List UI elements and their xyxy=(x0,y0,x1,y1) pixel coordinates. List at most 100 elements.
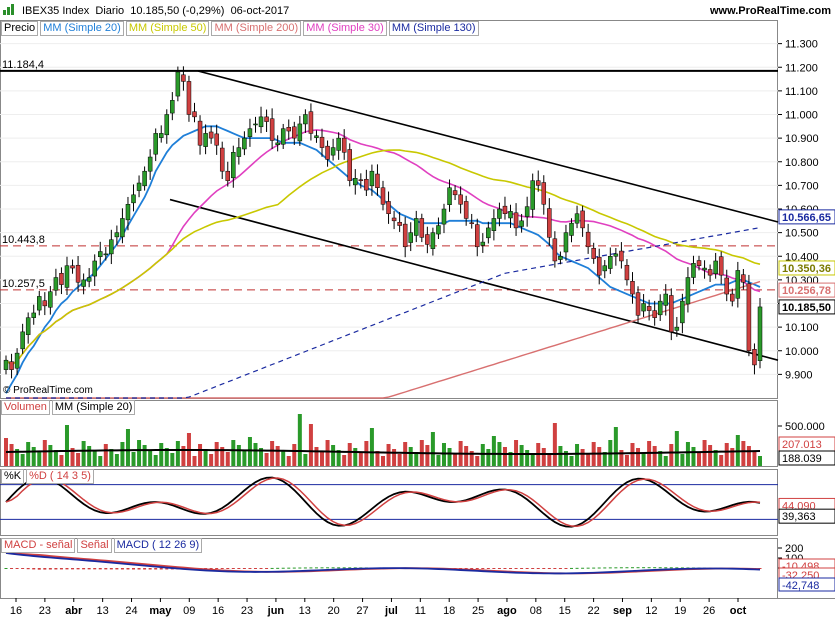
candle-body xyxy=(147,156,153,172)
macd-histogram-bar xyxy=(209,568,213,570)
reference-line-label: 11.184,4 xyxy=(2,59,44,71)
macd-histogram-bar xyxy=(625,567,629,569)
macd-histogram-bar xyxy=(120,568,124,570)
candle-body xyxy=(480,241,486,246)
candle-body xyxy=(247,128,253,137)
candle-body xyxy=(275,142,280,145)
candle-body xyxy=(158,133,164,138)
volume-bar xyxy=(231,440,236,466)
volume-bar xyxy=(758,456,762,466)
price-legend-item[interactable]: MM (Simple 30) xyxy=(303,21,387,36)
candle-body xyxy=(414,218,419,236)
price-legend-item[interactable]: MM (Simple 200) xyxy=(211,21,302,36)
macd-histogram-bar xyxy=(647,567,651,569)
macd-histogram-bar xyxy=(115,568,119,570)
price-legend-item[interactable]: MM (Simple 130) xyxy=(388,21,479,36)
candle-body xyxy=(319,136,325,148)
price-tick-label: 10.000 xyxy=(785,346,819,358)
candle-body xyxy=(602,265,608,272)
sma20-line xyxy=(5,125,761,394)
volume-bar xyxy=(148,450,153,466)
volume-bar xyxy=(9,444,14,466)
volume-bar xyxy=(630,443,635,466)
price-tick-label: 10.100 xyxy=(785,322,819,334)
volume-bar xyxy=(142,445,147,466)
volume-bar xyxy=(342,455,347,466)
price-legend-item[interactable]: MM (Simple 20) xyxy=(40,21,124,36)
macd-histogram-bar xyxy=(486,568,490,569)
macd-histogram-bar xyxy=(470,568,474,569)
candle-body xyxy=(125,204,131,221)
macd-histogram-bar xyxy=(265,568,269,569)
candle-body xyxy=(574,213,580,224)
candle-body xyxy=(14,352,20,369)
volume-bar xyxy=(259,448,264,466)
candle-body xyxy=(231,152,236,179)
x-tick-label: 16 xyxy=(10,605,22,617)
macd-legend-item[interactable]: MACD ( 12 26 9) xyxy=(113,538,203,553)
candle-body xyxy=(475,224,480,248)
x-tick-label: 15 xyxy=(559,605,571,617)
volume-bar xyxy=(430,432,435,466)
macd-histogram-bar xyxy=(608,567,612,569)
volume-bar xyxy=(658,451,663,466)
panel-frame xyxy=(0,400,778,467)
macd-histogram-bar xyxy=(481,568,485,569)
macd-histogram-bar xyxy=(475,568,479,569)
macd-histogram-bar xyxy=(242,568,246,569)
macd-histogram-bar xyxy=(215,568,219,569)
candle-body xyxy=(608,256,613,269)
volume-bar xyxy=(20,454,25,466)
volume-bar xyxy=(314,447,319,466)
volume-bar xyxy=(236,445,241,466)
macd-legend-item[interactable]: MACD - señal xyxy=(1,538,76,553)
candle-body xyxy=(181,74,186,82)
candle-body xyxy=(508,211,513,219)
volume-legend-item[interactable]: MM (Simple 20) xyxy=(51,400,136,415)
price-legend-item[interactable]: Precio xyxy=(1,21,39,36)
price-legend-item[interactable]: MM (Simple 50) xyxy=(125,21,210,36)
stoch-d-line xyxy=(5,477,761,528)
candle-body xyxy=(730,293,735,302)
macd-histogram-bar xyxy=(143,568,147,570)
candle-body xyxy=(353,178,358,186)
macd-histogram-bar xyxy=(514,568,518,569)
candle-body xyxy=(31,312,36,318)
macd-histogram-bar xyxy=(592,567,596,569)
candle-body xyxy=(197,120,203,146)
stoch-legend-item[interactable]: %D ( 14 3 5) xyxy=(26,469,94,484)
volume-bar xyxy=(403,442,408,466)
macd-histogram-bar xyxy=(231,568,235,569)
macd-histogram-bar xyxy=(348,567,352,569)
macd-legend-item[interactable]: Señal xyxy=(77,538,112,553)
price-tick-label: 11.200 xyxy=(785,62,818,74)
volume-bar xyxy=(580,449,585,466)
volume-value-label: 188.039 xyxy=(782,453,822,465)
volume-bar xyxy=(652,446,657,466)
site-url[interactable]: www.ProRealTime.com xyxy=(709,5,831,17)
volume-bar xyxy=(746,446,751,466)
candle-body xyxy=(724,277,729,295)
candle-body xyxy=(563,232,569,253)
candle-body xyxy=(92,260,97,277)
volume-bar xyxy=(242,450,247,466)
volume-bar xyxy=(131,452,136,466)
volume-bar xyxy=(752,451,757,466)
volume-legend-item[interactable]: Volumen xyxy=(1,400,50,415)
candle-body xyxy=(530,180,535,210)
volume-bar xyxy=(519,445,524,466)
candle-body xyxy=(170,100,175,114)
candle-body xyxy=(59,273,64,285)
candle-body xyxy=(75,264,81,283)
stoch-legend-item[interactable]: %K xyxy=(1,469,25,484)
candle-body xyxy=(613,253,619,257)
volume-bar xyxy=(569,456,574,466)
macd-histogram-bar xyxy=(270,567,274,569)
volume-bar xyxy=(464,446,469,466)
volume-bar xyxy=(170,453,175,466)
bar-chart-icon xyxy=(3,4,14,15)
candle-body xyxy=(591,247,596,259)
candle-body xyxy=(70,265,75,269)
macd-histogram-bar xyxy=(43,568,47,570)
macd-tick-label: 200 xyxy=(785,543,803,555)
